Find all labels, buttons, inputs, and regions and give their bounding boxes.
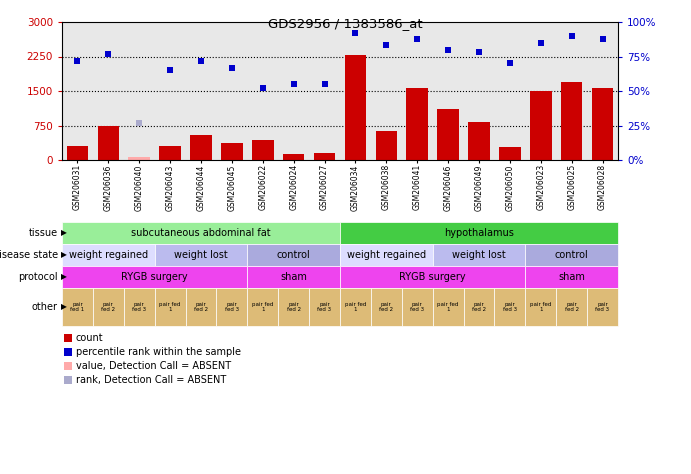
Text: weight lost: weight lost: [452, 250, 506, 260]
Text: weight lost: weight lost: [174, 250, 228, 260]
Text: RYGB surgery: RYGB surgery: [399, 272, 466, 282]
Bar: [129, 157, 150, 160]
Text: pair fed
1: pair fed 1: [252, 302, 274, 312]
Text: ▶: ▶: [61, 228, 67, 237]
Text: pair
fed 2: pair fed 2: [102, 302, 115, 312]
Text: protocol: protocol: [19, 272, 58, 282]
Text: pair
fed 2: pair fed 2: [565, 302, 579, 312]
Text: control: control: [277, 250, 310, 260]
Bar: [345, 55, 366, 160]
Bar: [283, 154, 305, 160]
Bar: [190, 135, 212, 160]
Text: pair
fed 3: pair fed 3: [225, 302, 239, 312]
Text: control: control: [555, 250, 589, 260]
Text: pair fed
1: pair fed 1: [530, 302, 551, 312]
Text: pair
fed 1: pair fed 1: [70, 302, 84, 312]
Text: ▶: ▶: [61, 250, 67, 259]
Text: ▶: ▶: [61, 302, 67, 311]
Bar: [252, 140, 274, 160]
Text: tissue: tissue: [29, 228, 58, 238]
Text: sham: sham: [281, 272, 307, 282]
Text: pair fed
1: pair fed 1: [160, 302, 181, 312]
Text: weight regained: weight regained: [69, 250, 148, 260]
Text: count: count: [76, 333, 104, 343]
Text: pair fed
1: pair fed 1: [345, 302, 366, 312]
Text: percentile rank within the sample: percentile rank within the sample: [76, 347, 241, 357]
Bar: [375, 131, 397, 160]
Bar: [530, 91, 551, 160]
Bar: [406, 88, 428, 160]
Text: pair
fed 2: pair fed 2: [194, 302, 208, 312]
Bar: [561, 82, 583, 160]
Bar: [97, 126, 119, 160]
Bar: [221, 143, 243, 160]
Bar: [499, 146, 521, 160]
Text: pair
fed 2: pair fed 2: [379, 302, 393, 312]
Text: hypothalamus: hypothalamus: [444, 228, 514, 238]
Text: rank, Detection Call = ABSENT: rank, Detection Call = ABSENT: [76, 375, 226, 385]
Text: RYGB surgery: RYGB surgery: [122, 272, 188, 282]
Text: subcutaneous abdominal fat: subcutaneous abdominal fat: [131, 228, 271, 238]
Bar: [66, 146, 88, 160]
Text: pair
fed 3: pair fed 3: [410, 302, 424, 312]
Bar: [437, 109, 459, 160]
Text: pair
fed 3: pair fed 3: [503, 302, 517, 312]
Text: pair
fed 2: pair fed 2: [287, 302, 301, 312]
Text: pair
fed 2: pair fed 2: [472, 302, 486, 312]
Text: sham: sham: [558, 272, 585, 282]
Text: pair fed
1: pair fed 1: [437, 302, 459, 312]
Text: disease state: disease state: [0, 250, 58, 260]
Text: GDS2956 / 1383586_at: GDS2956 / 1383586_at: [268, 17, 423, 29]
Bar: [468, 122, 490, 160]
Bar: [160, 146, 181, 160]
Text: weight regained: weight regained: [347, 250, 426, 260]
Text: value, Detection Call = ABSENT: value, Detection Call = ABSENT: [76, 361, 231, 371]
Bar: [591, 88, 614, 160]
Bar: [314, 153, 335, 160]
Text: ▶: ▶: [61, 273, 67, 282]
Text: pair
fed 3: pair fed 3: [596, 302, 609, 312]
Text: pair
fed 3: pair fed 3: [132, 302, 146, 312]
Text: pair
fed 3: pair fed 3: [317, 302, 332, 312]
Text: other: other: [32, 302, 58, 312]
